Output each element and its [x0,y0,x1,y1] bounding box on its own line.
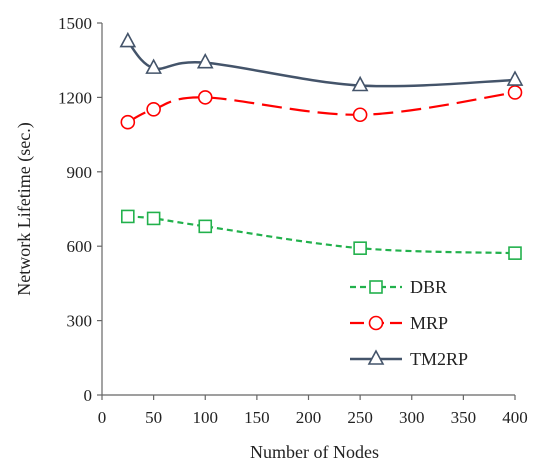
legend-label-tm2rp: TM2RP [410,349,468,369]
series-mrp [120,85,523,130]
legend-item-mrp: MRP [350,313,448,333]
legend-marker-dbr [369,280,383,294]
x-tick-label: 400 [502,408,528,427]
x-tick-label: 150 [244,408,270,427]
legend: DBR MRP TM2RP [350,277,468,369]
data-point-tm2rp [145,58,162,74]
x-tick-label: 300 [399,408,425,427]
data-point-tm2rp [506,70,524,86]
data-point-mrp [352,107,368,123]
data-point-mrp [507,85,523,100]
x-tick-label: 100 [193,408,219,427]
series-group [119,31,524,260]
data-point-dbr [198,219,213,234]
data-point-dbr [146,211,161,226]
legend-item-dbr: DBR [350,277,447,297]
series-line-dbr [127,215,516,255]
data-point-mrp [197,90,213,105]
y-tick-label: 0 [84,386,93,405]
x-tick-label: 250 [347,408,373,427]
legend-marker-mrp [368,315,384,331]
data-point-tm2rp [119,31,137,48]
data-point-dbr [353,241,367,255]
data-point-dbr [508,246,522,260]
data-point-mrp [120,114,136,130]
legend-marker-tm2rp [367,349,385,365]
y-tick-labels: 0 300 600 900 1200 1500 [58,14,92,405]
legend-label-dbr: DBR [410,277,447,297]
series-tm2rp [119,31,524,92]
y-tick-label: 300 [67,312,93,331]
y-tick-label: 600 [67,237,93,256]
data-point-tm2rp [351,75,369,92]
y-tick-label: 1200 [58,88,92,107]
x-tick-labels: 0 50 100 150 200 250 300 350 400 [98,408,528,427]
x-tick-label: 350 [451,408,477,427]
data-point-tm2rp [196,52,214,69]
series-line-tm2rp [126,40,516,88]
x-tick-label: 0 [98,408,107,427]
series-line-mrp [127,91,516,124]
y-axis-title: Network Lifetime (sec.) [14,122,35,295]
y-tick-label: 1500 [58,14,92,33]
data-point-dbr [121,209,135,224]
y-tick-label: 900 [67,163,93,182]
x-axis-title: Number of Nodes [250,442,379,462]
legend-item-tm2rp: TM2RP [350,349,468,369]
series-dbr [121,209,522,260]
legend-label-mrp: MRP [410,313,448,333]
data-point-mrp [146,102,161,117]
chart-axes [97,22,516,400]
x-tick-label: 50 [145,408,162,427]
x-tick-label: 200 [296,408,322,427]
